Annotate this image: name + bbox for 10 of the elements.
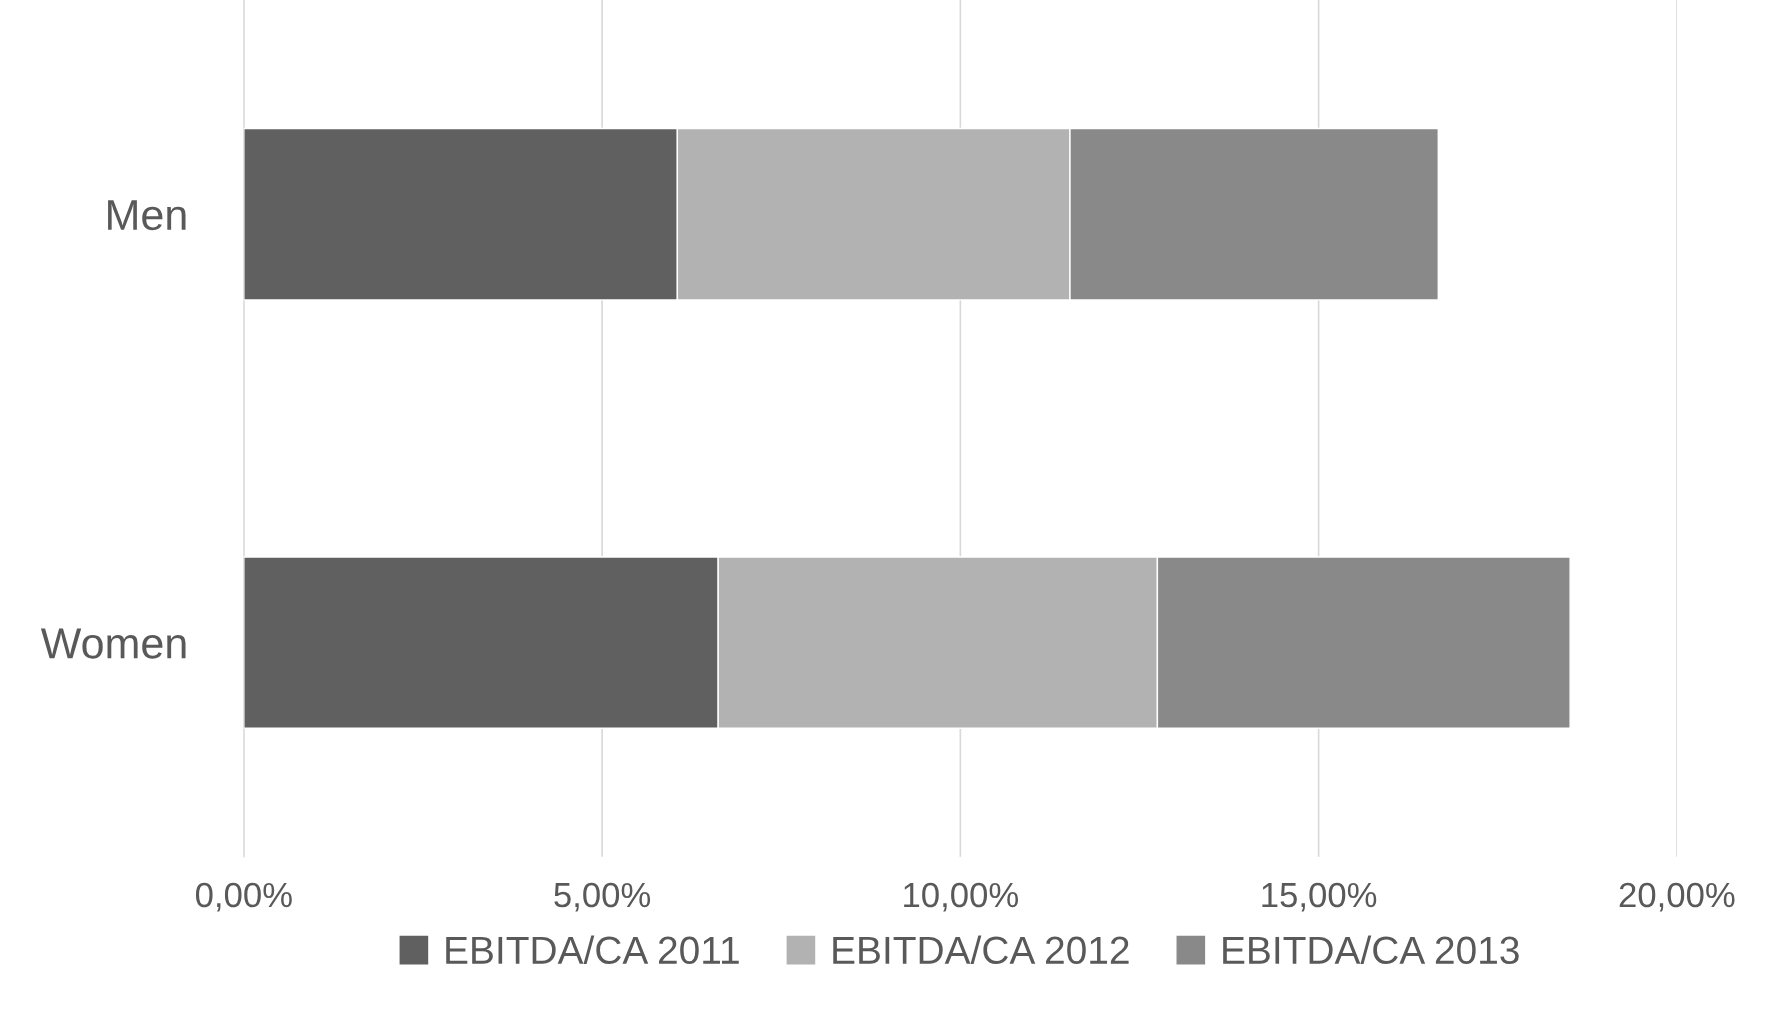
x-tick-label: 10,00%	[904, 882, 1019, 912]
x-tick-label: 5,00%	[554, 882, 651, 912]
legend-label: EBITDA/CA 2012	[833, 935, 1129, 965]
x-tick-label: 15,00%	[1262, 882, 1377, 912]
legend-label: EBITDA/CA 2011	[446, 935, 739, 965]
x-tick-label: 20,00%	[1619, 882, 1735, 912]
y-tick-label: Men	[108, 200, 186, 231]
legend-label: EBITDA/CA 2013	[1223, 935, 1519, 965]
x-tick-label: 0,00%	[195, 882, 292, 912]
y-tick-label: Women	[40, 628, 186, 659]
